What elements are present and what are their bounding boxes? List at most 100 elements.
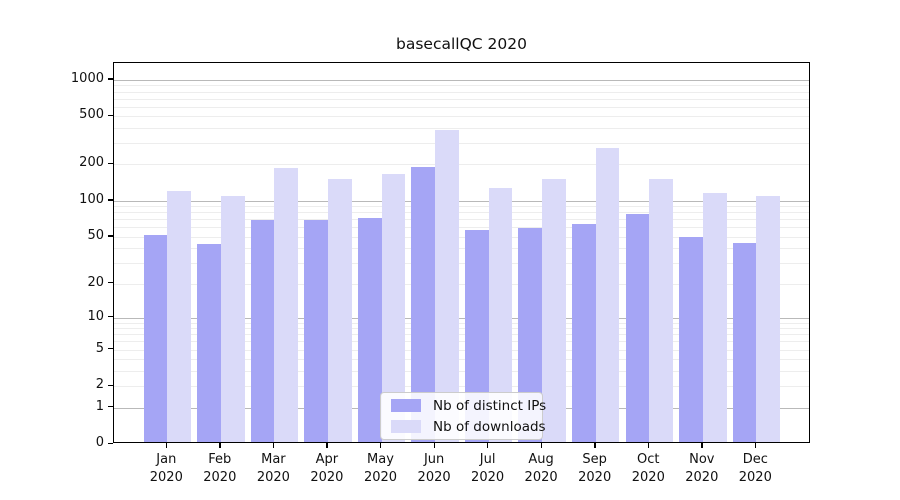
y-tick-label-500: 500 — [79, 107, 104, 123]
gridline-minor-600 — [114, 106, 809, 108]
x-tick-label-jul: Jul 2020 — [471, 452, 505, 485]
y-tick-label-20: 20 — [87, 274, 104, 290]
x-tick-mark-sep — [594, 443, 596, 448]
bar-jul-downloads — [488, 187, 513, 442]
bar-aug-distinct-ips — [518, 227, 543, 442]
gridline-minor-80 — [114, 212, 809, 214]
bar-aug-downloads — [542, 179, 566, 442]
gridline-minor-9 — [114, 322, 809, 324]
bar-apr-downloads — [327, 179, 352, 442]
bar-dec-downloads — [756, 196, 781, 442]
gridline-minor-40 — [114, 248, 809, 250]
y-tick-mark-500 — [107, 114, 113, 117]
gridline-minor-200 — [114, 164, 809, 166]
gridline-minor-3 — [114, 370, 809, 372]
bar-oct-downloads — [649, 179, 674, 442]
legend-label-downloads: Nb of downloads — [433, 418, 546, 435]
gridline-minor-6 — [114, 341, 809, 343]
y-tick-mark-2 — [107, 384, 113, 386]
x-tick-mark-may — [380, 443, 382, 448]
legend-swatch-downloads — [391, 420, 421, 433]
bar-may-distinct-ips — [357, 218, 382, 442]
y-tick-mark-0 — [107, 442, 113, 444]
gridline-major-10 — [114, 317, 809, 319]
gridline-minor-60 — [114, 227, 809, 229]
y-tick-mark-5 — [107, 348, 113, 350]
bar-jul-distinct-ips — [464, 229, 489, 442]
y-tick-mark-1000 — [107, 78, 113, 80]
x-tick-label-sep: Sep 2020 — [578, 452, 612, 485]
bar-jan-downloads — [167, 191, 192, 442]
x-tick-label-oct: Oct 2020 — [631, 452, 665, 485]
legend-swatch-distinct-ips — [391, 399, 421, 412]
x-tick-label-mar: Mar 2020 — [256, 452, 290, 485]
gridline-minor-7 — [114, 334, 809, 336]
gridline-minor-2 — [114, 386, 809, 388]
x-tick-label-feb: Feb 2020 — [203, 452, 237, 485]
bar-jan-distinct-ips — [143, 234, 168, 442]
gridline-minor-30 — [114, 262, 809, 264]
gridline-minor-50 — [114, 236, 809, 238]
gridline-minor-800 — [114, 91, 809, 93]
bar-sep-distinct-ips — [571, 224, 596, 442]
bar-apr-distinct-ips — [304, 220, 328, 442]
x-tick-label-jan: Jan 2020 — [149, 452, 183, 485]
bar-nov-downloads — [702, 192, 727, 442]
y-tick-label-10: 10 — [87, 308, 104, 324]
y-tick-label-5: 5 — [95, 340, 104, 356]
gridline-minor-300 — [114, 143, 809, 145]
gridline-minor-500 — [114, 116, 809, 118]
bar-dec-distinct-ips — [732, 242, 757, 442]
y-tick-mark-50 — [107, 235, 113, 237]
gridline-minor-70 — [114, 219, 809, 221]
gridline-major-100 — [114, 200, 809, 202]
y-tick-label-1000: 1000 — [70, 70, 104, 86]
x-tick-label-dec: Dec 2020 — [738, 452, 772, 485]
x-tick-mark-feb — [219, 443, 221, 448]
bar-feb-downloads — [220, 196, 245, 442]
legend-item-downloads: Nb of downloads — [391, 419, 546, 435]
bar-oct-distinct-ips — [625, 214, 650, 442]
x-tick-label-aug: Aug 2020 — [524, 452, 558, 485]
x-tick-mark-aug — [540, 443, 542, 448]
x-tick-label-may: May 2020 — [363, 452, 398, 485]
gridline-minor-90 — [114, 206, 809, 208]
x-tick-mark-oct — [647, 443, 650, 448]
y-tick-label-1: 1 — [95, 398, 104, 414]
x-tick-mark-jun — [433, 443, 435, 448]
bar-may-downloads — [381, 174, 406, 442]
y-tick-mark-1 — [107, 406, 113, 408]
y-tick-mark-20 — [107, 282, 113, 284]
x-tick-label-nov: Nov 2020 — [685, 452, 719, 485]
bar-sep-downloads — [595, 147, 620, 442]
y-tick-label-100: 100 — [79, 191, 104, 207]
chart-title: basecallQC 2020 — [396, 35, 527, 53]
legend: Nb of distinct IPs Nb of downloads — [380, 392, 546, 440]
y-tick-mark-10 — [107, 316, 113, 318]
x-tick-mark-jul — [487, 443, 489, 448]
y-tick-label-0: 0 — [95, 435, 104, 450]
bar-nov-distinct-ips — [679, 236, 703, 442]
y-tick-mark-200 — [107, 162, 113, 165]
gridline-minor-400 — [114, 128, 809, 129]
gridline-minor-5 — [114, 349, 809, 351]
legend-item-distinct-ips: Nb of distinct IPs — [391, 398, 546, 414]
bar-mar-downloads — [274, 167, 299, 442]
gridline-minor-8 — [114, 328, 809, 330]
y-tick-mark-100 — [107, 199, 113, 201]
x-tick-mark-mar — [272, 443, 275, 448]
legend-label-distinct-ips: Nb of distinct IPs — [433, 397, 547, 414]
gridline-major-1000 — [114, 79, 809, 81]
bar-jun-distinct-ips — [411, 166, 436, 442]
gridline-minor-700 — [114, 98, 809, 100]
x-tick-label-jun: Jun 2020 — [417, 452, 451, 485]
x-tick-mark-apr — [326, 443, 328, 448]
gridline-minor-20 — [114, 283, 809, 285]
plot-area — [113, 62, 810, 443]
bar-feb-distinct-ips — [197, 243, 221, 442]
x-tick-mark-nov — [701, 443, 703, 448]
x-tick-mark-dec — [754, 443, 757, 448]
y-tick-label-200: 200 — [79, 155, 104, 171]
gridline-minor-900 — [114, 85, 809, 87]
